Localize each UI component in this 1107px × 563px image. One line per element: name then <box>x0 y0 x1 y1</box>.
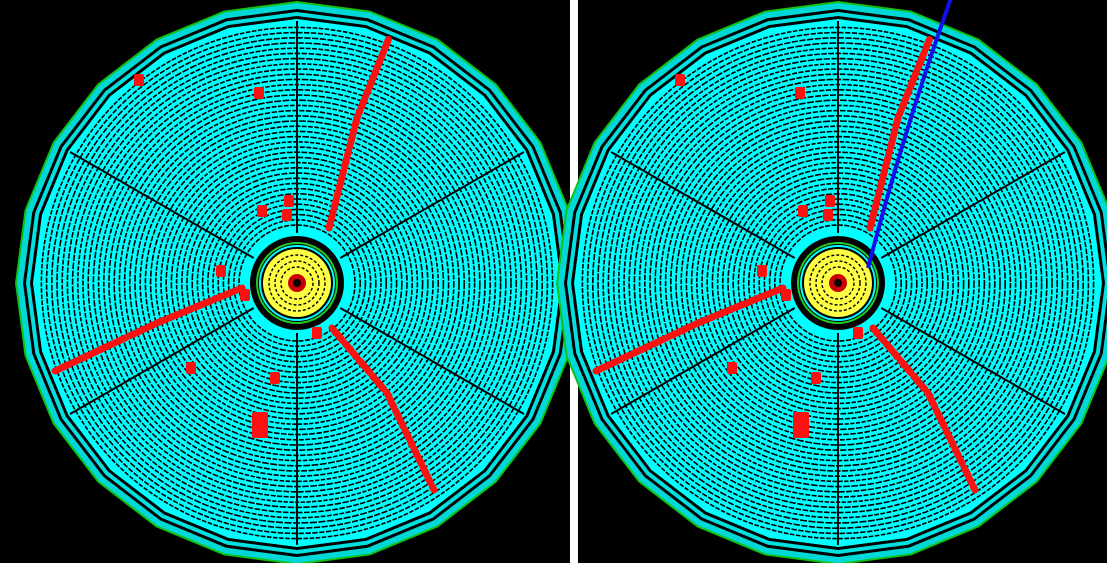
hit-cluster <box>781 289 791 301</box>
hit-cluster <box>284 195 294 207</box>
hit-cluster <box>252 412 268 438</box>
hit-cluster <box>853 327 863 339</box>
hit-cluster <box>186 362 196 374</box>
hit-cluster <box>795 87 805 99</box>
beam-core <box>834 279 842 287</box>
hit-cluster <box>282 209 292 221</box>
hit-cluster <box>825 195 835 207</box>
hit-cluster <box>811 372 821 384</box>
hit-cluster <box>312 327 322 339</box>
beam-core <box>293 279 301 287</box>
event-display <box>0 0 1107 563</box>
hit-cluster <box>134 74 144 86</box>
hit-cluster <box>254 87 264 99</box>
hit-cluster <box>757 265 767 277</box>
hit-cluster <box>270 372 280 384</box>
right-panel <box>556 0 1107 563</box>
hit-cluster <box>240 289 250 301</box>
hit-cluster <box>793 412 809 438</box>
hit-cluster <box>823 209 833 221</box>
left-panel <box>15 1 579 563</box>
hit-cluster <box>727 362 737 374</box>
hit-cluster <box>257 205 267 217</box>
hit-cluster <box>675 74 685 86</box>
hit-cluster <box>798 205 808 217</box>
hit-cluster <box>216 265 226 277</box>
